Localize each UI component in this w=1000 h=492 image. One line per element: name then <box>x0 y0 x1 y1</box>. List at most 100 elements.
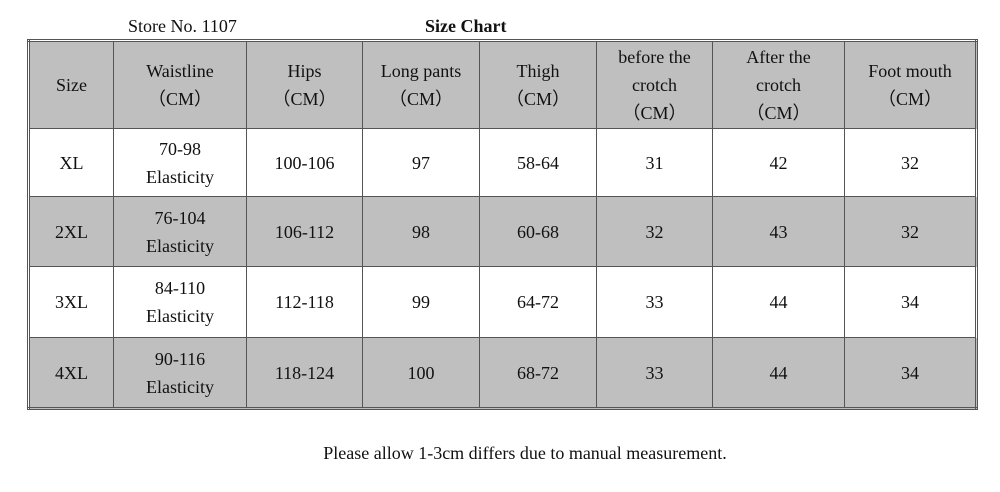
cell-text: Size <box>56 75 87 95</box>
cell-text: （CM） <box>272 89 337 109</box>
cell-text: 99 <box>412 292 430 312</box>
cell: 100 <box>362 337 480 409</box>
cell: before the crotch （CM） <box>596 40 713 129</box>
cell-text: 31 <box>645 152 664 173</box>
cell-text: Elasticity <box>146 166 214 187</box>
footer-note: Please allow 1-3cm differs due to manual… <box>323 443 727 463</box>
cell-text: 90-116 <box>154 348 206 369</box>
data-row: 3XL 84-110 Elasticity 112-118 99 64-72 33 44 34 <box>28 266 977 338</box>
title: Size Chart <box>425 16 507 36</box>
cell: Size <box>28 40 114 129</box>
cell: 31 <box>596 128 713 197</box>
cell-text: 34 <box>901 362 919 383</box>
cell: 44 <box>712 337 845 409</box>
cell-text: 100-106 <box>274 152 335 173</box>
cell-text: Waistline <box>146 61 214 81</box>
cell: 43 <box>712 196 845 267</box>
cell: 64-72 <box>479 266 597 338</box>
cell-text: Elasticity <box>146 306 214 326</box>
cell: 44 <box>712 266 845 338</box>
cell: 32 <box>844 128 977 197</box>
cell-text: 32 <box>901 221 919 242</box>
cell-text: （CM） <box>877 89 942 109</box>
cell-text: 43 <box>769 221 788 242</box>
cell: 32 <box>596 196 713 267</box>
cell-text: 33 <box>645 292 664 312</box>
cell: 100-106 <box>246 128 363 197</box>
cell: 90-116 Elasticity <box>113 337 247 409</box>
size-table: Size Waistline （CM） Hips （CM） Long pants （CM） T… <box>27 39 978 410</box>
cell: 84-110 Elasticity <box>113 266 247 338</box>
cell-text: 33 <box>645 362 664 383</box>
cell-text: 44 <box>769 362 788 383</box>
cell: 112-118 <box>246 266 363 338</box>
cell-text: Elasticity <box>146 376 214 397</box>
cell-text: 32 <box>645 221 664 242</box>
cell-text: 70-98 <box>159 138 201 159</box>
cell-text: 34 <box>901 292 919 312</box>
data-row: 4XL 90-116 Elasticity 118-124 100 68-72 33 44 34 <box>28 337 977 409</box>
cell-text: （CM） <box>505 89 570 109</box>
cell-text: （CM） <box>622 103 687 123</box>
cell-text: 100 <box>407 362 435 383</box>
cell: 106-112 <box>246 196 363 267</box>
cell-text: 42 <box>769 152 788 173</box>
cell-text: Long pants <box>380 61 462 81</box>
data-row: 2XL 76-104 Elasticity 106-112 98 60-68 32 43 32 <box>28 196 977 267</box>
cell-text: 2XL <box>55 221 88 242</box>
cell-text: 84-110 <box>154 278 206 298</box>
cell-text: 68-72 <box>517 362 559 383</box>
cell: 34 <box>844 337 977 409</box>
cell: After the crotch （CM） <box>712 40 845 129</box>
cell: Waistline （CM） <box>113 40 247 129</box>
cell: 118-124 <box>246 337 363 409</box>
cell-text: Elasticity <box>146 235 214 256</box>
cell-text: After the <box>746 47 811 67</box>
cell-text: Foot mouth <box>868 61 952 81</box>
cell: 34 <box>844 266 977 338</box>
cell: 3XL <box>28 266 114 338</box>
cell-text: 106-112 <box>274 221 335 242</box>
cell-text: 97 <box>412 152 430 173</box>
cell: 60-68 <box>479 196 597 267</box>
cell-text: 112-118 <box>275 292 334 312</box>
cell: 42 <box>712 128 845 197</box>
cell: Long pants （CM） <box>362 40 480 129</box>
cell-text: 58-64 <box>517 152 559 173</box>
cell: 76-104 Elasticity <box>113 196 247 267</box>
cell-text: 64-72 <box>517 292 559 312</box>
cell-text: 60-68 <box>517 221 559 242</box>
cell: 99 <box>362 266 480 338</box>
cell-text: 3XL <box>55 292 88 312</box>
cell: 97 <box>362 128 480 197</box>
cell-text: 4XL <box>55 362 88 383</box>
cell-text: crotch <box>756 75 801 95</box>
cell-text: 32 <box>901 152 919 173</box>
cell: 4XL <box>28 337 114 409</box>
cell-text: （CM） <box>147 89 212 109</box>
cell: 70-98 Elasticity <box>113 128 247 197</box>
cell-text: 98 <box>412 221 430 242</box>
cell: 2XL <box>28 196 114 267</box>
cell-text: 118-124 <box>274 362 335 383</box>
cell-text: before the <box>618 47 691 67</box>
cell: Hips （CM） <box>246 40 363 129</box>
store-number: Store No. 1107 <box>128 16 237 36</box>
cell: Thigh （CM） <box>479 40 597 129</box>
cell-text: Hips <box>287 61 322 81</box>
cell: Foot mouth （CM） <box>844 40 977 129</box>
cell: XL <box>28 128 114 197</box>
cell: 98 <box>362 196 480 267</box>
cell-text: XL <box>59 152 84 173</box>
cell-text: 44 <box>769 292 788 312</box>
cell-text: crotch <box>632 75 677 95</box>
cell: 33 <box>596 337 713 409</box>
cell-text: Thigh <box>516 61 560 81</box>
cell: 33 <box>596 266 713 338</box>
cell: 58-64 <box>479 128 597 197</box>
cell-text: （CM） <box>388 89 453 109</box>
header-row: Size Waistline （CM） Hips （CM） Long pants （CM） T… <box>28 40 977 129</box>
cell: 32 <box>844 196 977 267</box>
cell-text: （CM） <box>746 103 811 123</box>
